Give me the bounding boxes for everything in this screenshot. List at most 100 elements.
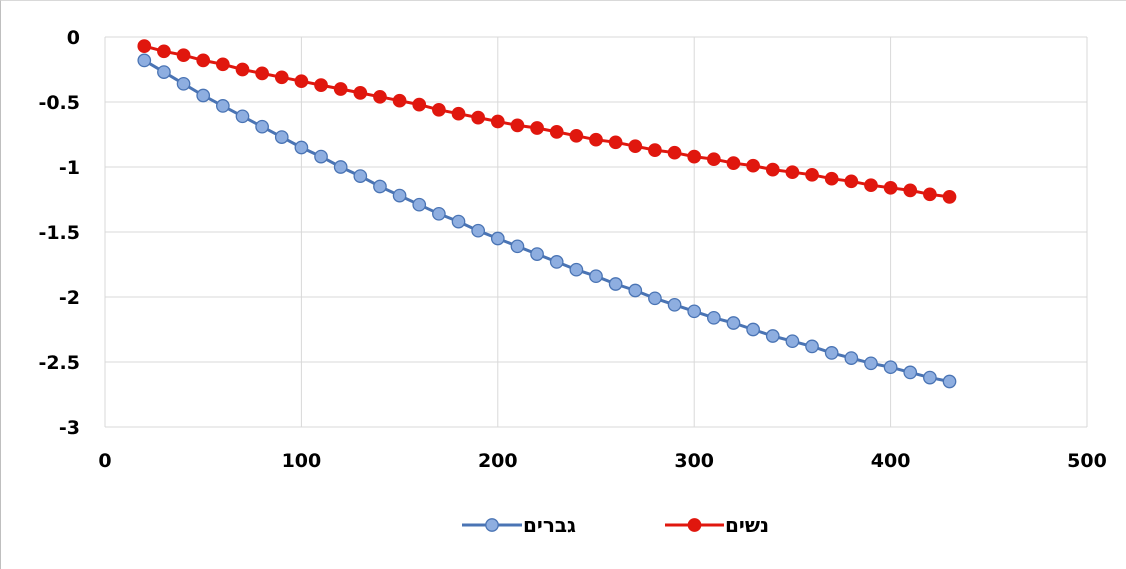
series-2 [137,39,957,204]
data-point [215,57,230,72]
data-point [864,356,878,371]
data-point [942,190,957,204]
data-point [196,53,211,68]
data-point [648,143,662,157]
data-point [490,114,505,129]
data-point [412,97,427,112]
data-point [314,149,328,164]
data-point [569,128,584,143]
data-point [353,169,368,183]
data-point [726,156,741,170]
data-point [824,171,839,186]
data-point [235,109,250,124]
x-tick-label: 0 [98,450,111,472]
x-tick-label: 300 [674,450,714,472]
data-point [490,231,505,246]
data-point [942,374,957,389]
data-point [549,255,564,269]
axis-tick-labels: 0 -0.5 -1 -1.5 -2 -2.5 -3 0 100 200 300 400 500 [38,27,1106,472]
legend: גברים נשים [462,513,769,537]
grid [104,36,1088,428]
data-point [883,180,898,195]
data-point [667,297,682,312]
data-point [235,62,250,77]
y-tick-label: -0.5 [38,92,80,114]
legend-marker [687,518,702,532]
series-line [143,59,950,383]
data-point [589,269,603,284]
data-point [157,44,171,59]
data-point [157,65,171,79]
data-point [608,277,623,291]
data-point [549,125,564,139]
data-point [373,179,387,194]
y-tick-label: -3 [59,417,80,439]
data-point [805,167,819,182]
data-point [706,310,721,325]
data-point [569,262,584,277]
y-tick-label: -1 [59,157,80,179]
data-point [196,88,211,103]
y-tick-label: -1.5 [38,222,80,244]
y-tick-label: 0 [67,27,80,49]
data-point [746,158,760,173]
data-point [412,197,427,212]
data-point [648,291,662,306]
data-point [903,183,918,198]
data-point [785,334,800,349]
legend-label: נשים [725,513,769,537]
data-point [451,106,466,121]
data-point [844,174,859,189]
x-tick-label: 400 [871,450,911,472]
data-point [530,247,544,261]
data-point [353,86,368,100]
data-point [255,119,269,134]
data-point [176,76,191,91]
data-point [903,365,918,380]
data-point [392,188,407,203]
data-point [510,118,525,133]
data-point [333,160,348,174]
data-point [294,74,309,89]
data-point [432,102,446,117]
data-point [314,78,328,92]
data-point [451,214,466,229]
data-point [373,89,387,104]
legend-marker [485,518,499,532]
legend-label: גברים [523,513,576,537]
data-point [687,149,702,164]
data-point [765,162,780,177]
legend-item-2: נשים [665,513,769,537]
data-point [608,135,623,150]
data-point [844,351,859,365]
data-point [589,132,603,147]
data-point [628,139,643,154]
data-point [530,121,544,135]
data-point [255,66,269,81]
data-point [923,370,937,385]
data-point [432,206,446,221]
legend-item-1: גברים [462,513,576,537]
data-point [765,329,780,343]
data-point [923,187,937,202]
data-point [176,48,191,63]
data-point [746,322,760,337]
data-point [883,360,898,375]
data-point [471,110,486,125]
series-1 [137,53,957,389]
data-point [392,93,407,108]
data-point [785,165,800,180]
data-point [824,346,839,360]
data-point [294,140,309,155]
data-point [667,145,682,160]
x-tick-label: 500 [1067,450,1107,472]
data-point [137,53,152,68]
data-point [805,339,819,354]
data-point [333,82,348,96]
data-point [726,316,741,330]
data-point [510,239,525,254]
y-tick-label: -2.5 [38,352,80,374]
data-point [706,152,721,167]
